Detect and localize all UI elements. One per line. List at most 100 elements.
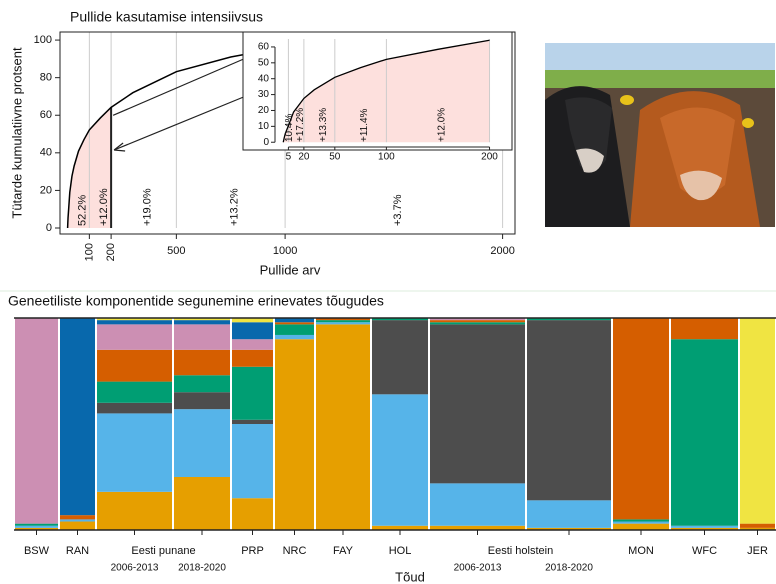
x-tick-label: 20 xyxy=(298,152,310,163)
photo-ear-tag xyxy=(742,118,754,128)
segment xyxy=(174,477,230,530)
segment xyxy=(372,525,428,530)
x-tick-label: PRP xyxy=(241,545,264,557)
chart-title: Pullide kasutamise intensiivsus xyxy=(70,9,263,25)
segment xyxy=(316,318,370,321)
group-label: Eesti holstein xyxy=(488,545,553,557)
arrow-head xyxy=(113,142,126,152)
segment xyxy=(527,320,611,501)
segment xyxy=(15,523,58,526)
segment xyxy=(174,392,230,410)
segment xyxy=(613,521,669,524)
segment xyxy=(232,498,273,530)
segment xyxy=(430,318,525,321)
segment xyxy=(430,483,525,526)
y-tick-label: 10 xyxy=(258,121,270,132)
annotation: +12.0% xyxy=(437,108,448,142)
annotation: 52.2% xyxy=(76,195,88,226)
annotation: +17.2% xyxy=(295,108,306,142)
segment xyxy=(740,527,775,530)
y-tick-label: 60 xyxy=(40,109,52,121)
y-tick-label: 100 xyxy=(34,34,52,46)
segment xyxy=(232,419,273,424)
segment xyxy=(174,318,230,321)
segment xyxy=(671,339,738,526)
y-tick-label: 60 xyxy=(258,42,270,53)
y-tick-label: 0 xyxy=(263,137,269,148)
segment xyxy=(671,318,738,340)
photo-brown-cow-head xyxy=(660,107,735,196)
segment xyxy=(97,413,172,492)
segment xyxy=(671,525,738,528)
chart-title: Geneetiliste komponentide segunemine eri… xyxy=(8,293,384,309)
y-tick-label: 20 xyxy=(258,105,270,116)
segment xyxy=(430,525,525,530)
segment xyxy=(97,402,172,414)
y-tick-label: 80 xyxy=(40,72,52,84)
segment xyxy=(316,324,370,530)
segment xyxy=(97,491,172,530)
x-tick-label: HOL xyxy=(389,545,412,557)
segment xyxy=(97,320,172,325)
segment xyxy=(60,515,95,520)
segment xyxy=(613,523,669,530)
y-tick-label: 40 xyxy=(258,73,270,84)
period-label: 2018-2020 xyxy=(545,563,593,574)
segment xyxy=(174,349,230,376)
annotation: +13.2% xyxy=(229,188,241,226)
segment xyxy=(372,320,428,395)
curve xyxy=(66,39,503,229)
photo xyxy=(545,43,775,228)
segment xyxy=(15,527,58,530)
segment xyxy=(527,318,611,321)
segment xyxy=(97,324,172,350)
segment xyxy=(275,318,314,323)
segment xyxy=(232,322,273,340)
segment xyxy=(15,525,58,528)
photo-ear-tag xyxy=(620,95,634,105)
segment xyxy=(60,519,95,522)
segment xyxy=(372,394,428,526)
x-tick-label: JER xyxy=(747,545,768,557)
segment xyxy=(60,521,95,530)
segment xyxy=(232,339,273,350)
segment xyxy=(232,424,273,499)
segment xyxy=(97,318,172,321)
segment xyxy=(15,318,58,524)
x-axis-label: Tõud xyxy=(395,569,425,584)
segment xyxy=(174,320,230,325)
segment xyxy=(740,318,775,524)
segment xyxy=(430,320,525,323)
y-tick-label: 30 xyxy=(258,89,270,100)
annotation: +13.3% xyxy=(318,108,329,142)
annotation: +12.0% xyxy=(98,188,110,226)
x-tick-label: WFC xyxy=(692,545,717,557)
x-tick-label: 1000 xyxy=(273,245,297,257)
x-tick-label: BSW xyxy=(24,545,50,557)
photo-muzzle xyxy=(680,170,722,201)
segment xyxy=(232,318,273,323)
x-tick-label: 50 xyxy=(329,152,341,163)
photo-muzzle xyxy=(576,148,604,173)
segment xyxy=(275,322,314,325)
y-tick-label: 40 xyxy=(40,147,52,159)
segment xyxy=(430,322,525,325)
x-tick-label: 5 xyxy=(286,152,292,163)
x-tick-label: 200 xyxy=(105,243,117,261)
x-tick-label: 500 xyxy=(167,245,185,257)
inset-curve xyxy=(282,39,490,143)
x-tick-label: RAN xyxy=(66,545,89,557)
period-label: 2006-2013 xyxy=(111,563,159,574)
period-label: 2018-2020 xyxy=(178,563,226,574)
x-tick-label: NRC xyxy=(283,545,307,557)
segment xyxy=(174,409,230,477)
x-tick-label: FAY xyxy=(333,545,354,557)
x-tick-label: MON xyxy=(628,545,654,557)
segment xyxy=(671,527,738,530)
segment xyxy=(232,349,273,367)
period-label: 2006-2013 xyxy=(454,563,502,574)
segment xyxy=(316,322,370,325)
